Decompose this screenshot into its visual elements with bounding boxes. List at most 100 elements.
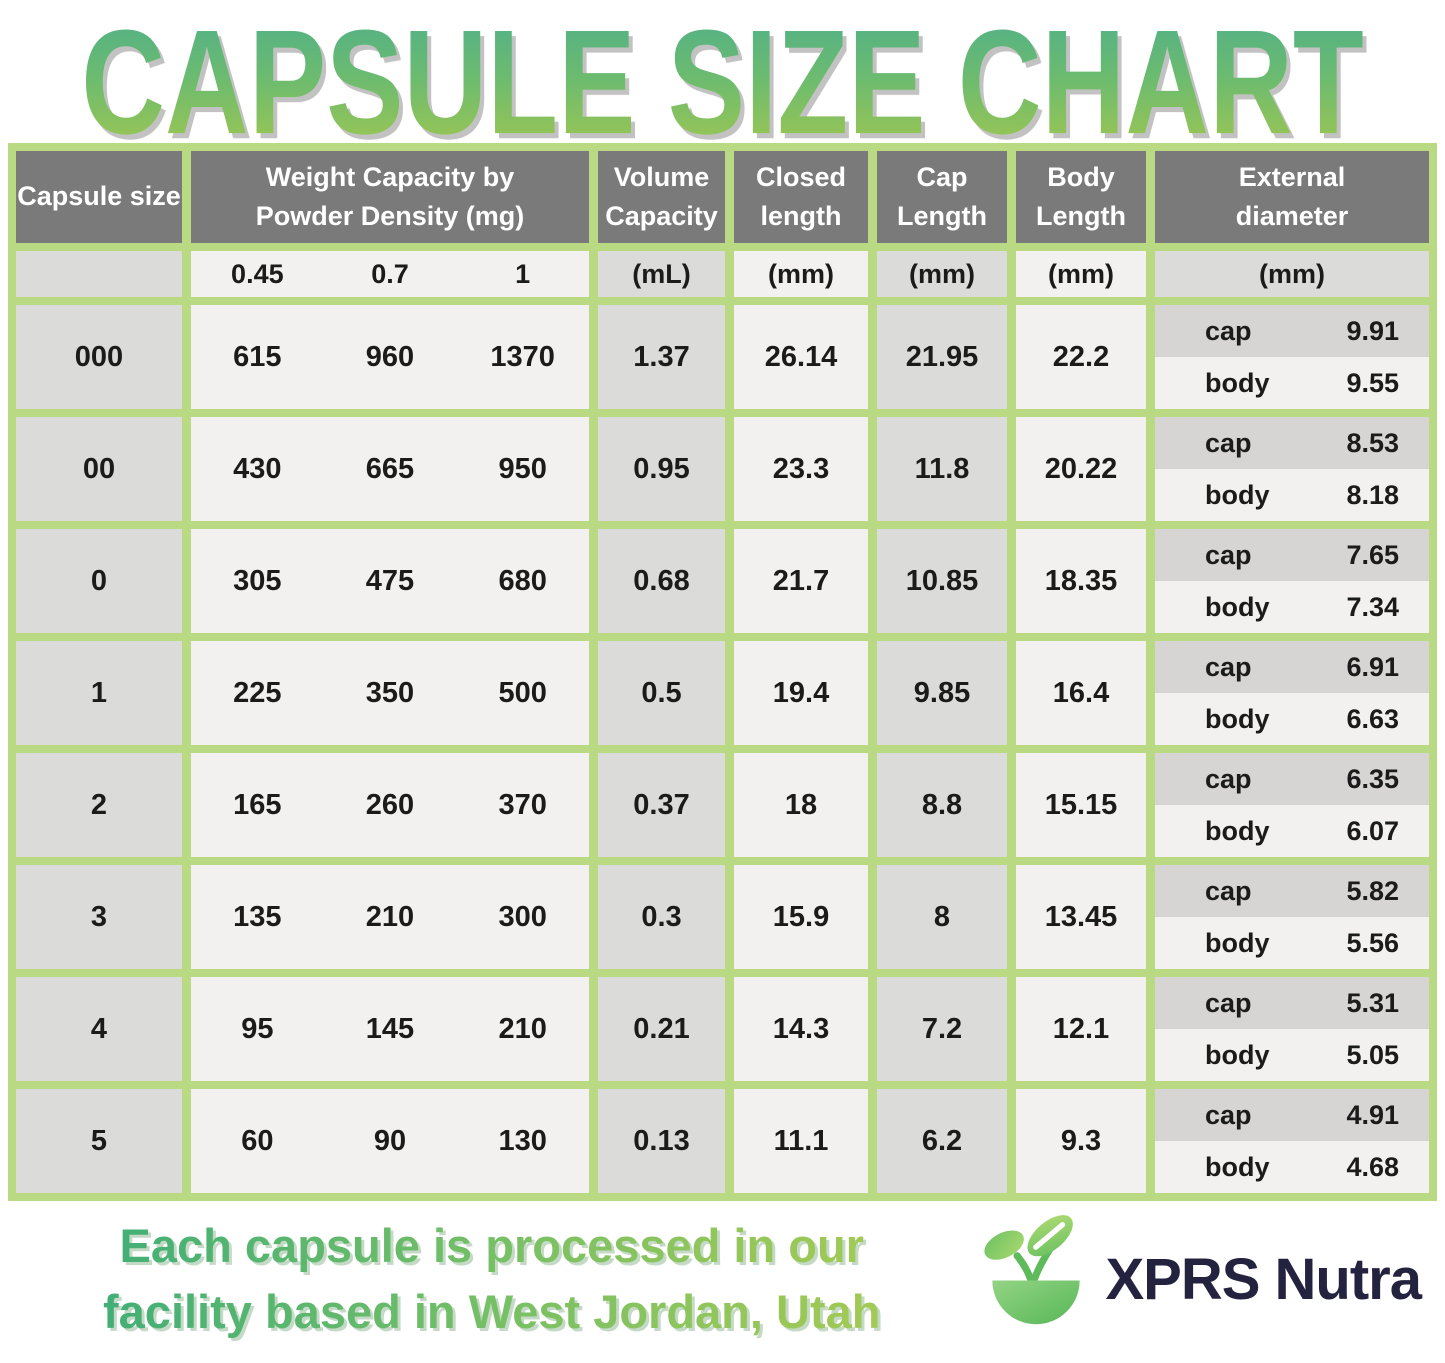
closed-length-cell: 14.3 <box>734 977 868 1081</box>
cap-length-cell: 8.8 <box>877 753 1007 857</box>
units-body: (mm) <box>1016 251 1146 297</box>
cap-length-cell: 8 <box>877 865 1007 969</box>
external-cap-subrow: cap 5.82 <box>1155 865 1429 917</box>
header-closed-line2: length <box>760 201 842 231</box>
external-body-subrow: body 7.34 <box>1155 581 1429 633</box>
density-1-label: 1 <box>515 258 531 289</box>
weight-capacity-cell: 60 90 130 <box>191 1089 589 1193</box>
weight-at-045: 225 <box>233 676 282 709</box>
external-body-value: 6.07 <box>1346 815 1399 846</box>
weight-at-1: 500 <box>498 676 547 709</box>
closed-length-cell: 19.4 <box>734 641 868 745</box>
external-body-value: 5.56 <box>1346 927 1399 958</box>
external-body-label: body <box>1205 367 1270 398</box>
external-body-label: body <box>1205 1151 1270 1182</box>
capsule-size-cell: 00 <box>16 417 182 521</box>
body-length-cell: 16.4 <box>1016 641 1146 745</box>
size-table: Capsule size Weight Capacity by Powder D… <box>8 143 1437 1201</box>
header-external-line2: diameter <box>1235 201 1349 231</box>
header-weight-capacity: Weight Capacity by Powder Density (mg) <box>191 151 589 243</box>
weight-at-1: 370 <box>498 788 547 821</box>
cap-length-cell: 21.95 <box>877 305 1007 409</box>
capsule-size-cell: 2 <box>16 753 182 857</box>
external-body-value: 5.05 <box>1346 1039 1399 1070</box>
weight-capacity-cell: 615 960 1370 <box>191 305 589 409</box>
external-body-label: body <box>1205 479 1270 510</box>
body-length-cell: 20.22 <box>1016 417 1146 521</box>
volume-capacity-cell: 0.68 <box>598 529 725 633</box>
header-body-line1: Body <box>1047 161 1115 192</box>
units-cap: (mm) <box>877 251 1007 297</box>
header-body-line2: Length <box>1036 201 1126 231</box>
external-body-subrow: body 8.18 <box>1155 469 1429 521</box>
weight-at-045: 95 <box>241 1012 274 1045</box>
external-cap-subrow: cap 8.53 <box>1155 417 1429 469</box>
header-cap-length: Cap Length <box>877 151 1007 243</box>
external-cap-label: cap <box>1205 539 1252 570</box>
capsule-size-cell: 4 <box>16 977 182 1081</box>
capsule-size-cell: 3 <box>16 865 182 969</box>
external-cap-label: cap <box>1205 651 1252 682</box>
volume-capacity-cell: 1.37 <box>598 305 725 409</box>
weight-at-07: 145 <box>365 1012 415 1045</box>
header-weight-line1: Weight Capacity by <box>265 161 515 192</box>
body-length-cell: 18.35 <box>1016 529 1146 633</box>
external-diameter-cell: cap 6.91 body 6.63 <box>1155 641 1429 745</box>
weight-at-07: 210 <box>365 900 415 933</box>
header-body-length: Body Length <box>1016 151 1146 243</box>
external-cap-subrow: cap 6.91 <box>1155 641 1429 693</box>
external-cap-value: 9.91 <box>1346 315 1399 346</box>
weight-at-045: 135 <box>233 900 282 933</box>
tagline-line1: Each capsule is processed in our <box>119 1219 864 1273</box>
external-diameter-cell: cap 4.91 body 4.68 <box>1155 1089 1429 1193</box>
external-cap-value: 8.53 <box>1346 427 1399 458</box>
closed-length-cell: 11.1 <box>734 1089 868 1193</box>
facility-tagline: Each capsule is processed in our facilit… <box>6 1213 977 1345</box>
external-cap-value: 7.65 <box>1346 539 1399 570</box>
weight-at-07: 960 <box>365 340 415 373</box>
external-diameter-cell: cap 5.82 body 5.56 <box>1155 865 1429 969</box>
header-volume-line1: Volume <box>613 161 710 192</box>
capsule-size-cell: 1 <box>16 641 182 745</box>
header-capsule-size-label: Capsule size <box>17 181 181 212</box>
external-cap-subrow: cap 7.65 <box>1155 529 1429 581</box>
external-body-subrow: body 5.56 <box>1155 917 1429 969</box>
cap-length-cell: 7.2 <box>877 977 1007 1081</box>
external-body-label: body <box>1205 815 1270 846</box>
external-body-value: 4.68 <box>1346 1151 1399 1182</box>
body-length-cell: 15.15 <box>1016 753 1146 857</box>
tagline-line2: facility based in West Jordan, Utah <box>103 1285 881 1338</box>
header-volume-capacity: Volume Capacity <box>598 151 725 243</box>
header-external-diameter: External diameter <box>1155 151 1429 243</box>
weight-capacity-cell: 305 475 680 <box>191 529 589 633</box>
closed-length-cell: 21.7 <box>734 529 868 633</box>
external-diameter-cell: cap 7.65 body 7.34 <box>1155 529 1429 633</box>
external-body-subrow: body 6.07 <box>1155 805 1429 857</box>
weight-at-045: 305 <box>233 564 282 597</box>
footer: Each capsule is processed in our facilit… <box>0 1201 1445 1363</box>
weight-at-07: 90 <box>373 1124 407 1157</box>
header-capsule-size: Capsule size <box>16 151 182 243</box>
cap-length-cell: 11.8 <box>877 417 1007 521</box>
volume-capacity-cell: 0.95 <box>598 417 725 521</box>
external-cap-value: 6.35 <box>1346 763 1399 794</box>
external-body-label: body <box>1205 703 1270 734</box>
external-body-value: 8.18 <box>1346 479 1399 510</box>
closed-length-cell: 18 <box>734 753 868 857</box>
weight-at-07: 350 <box>365 676 415 709</box>
weight-at-07: 665 <box>365 452 415 485</box>
leaf-bowl-icon <box>977 1214 1095 1344</box>
closed-length-cell: 26.14 <box>734 305 868 409</box>
capsule-size-cell: 000 <box>16 305 182 409</box>
weight-capacity-cell: 430 665 950 <box>191 417 589 521</box>
density-07-label: 0.7 <box>371 258 409 289</box>
external-body-value: 9.55 <box>1346 367 1399 398</box>
capsule-size-cell: 0 <box>16 529 182 633</box>
cap-length-cell: 6.2 <box>877 1089 1007 1193</box>
weight-at-1: 1370 <box>490 340 555 373</box>
external-cap-value: 5.82 <box>1346 875 1399 906</box>
external-cap-subrow: cap 6.35 <box>1155 753 1429 805</box>
header-cap-line1: Cap <box>916 161 968 192</box>
external-diameter-cell: cap 9.91 body 9.55 <box>1155 305 1429 409</box>
weight-at-1: 210 <box>498 1012 547 1045</box>
